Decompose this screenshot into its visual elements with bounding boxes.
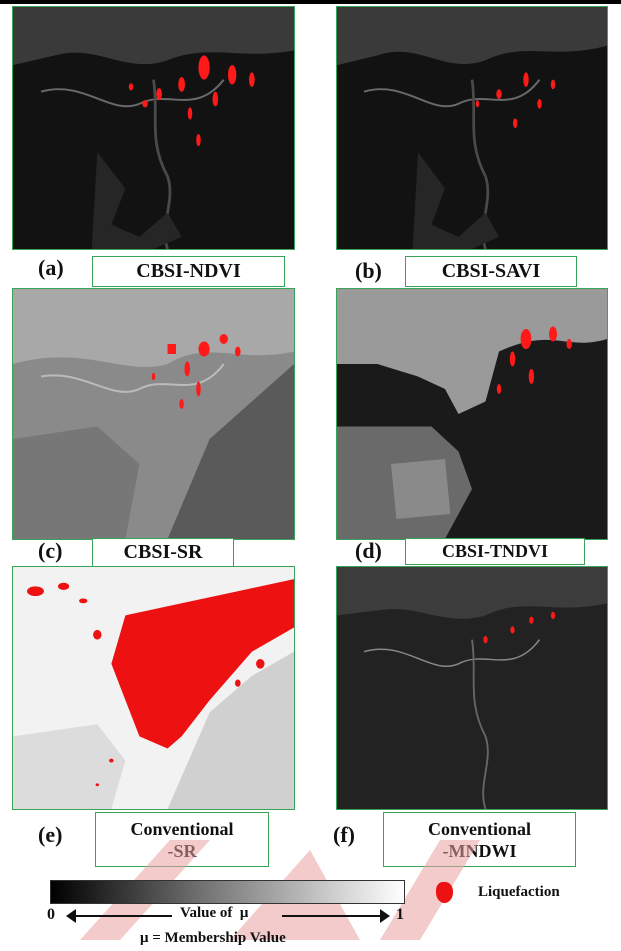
map-panel-f <box>336 566 608 810</box>
caption-e-line1: Conventional <box>130 818 234 839</box>
map-panel-d <box>336 288 608 540</box>
map-panel-a <box>12 6 295 250</box>
panel-letter-f: (f) <box>333 822 355 847</box>
satellite-image-d <box>337 289 607 539</box>
caption-f-line2: -MNDWI <box>442 840 517 861</box>
arrow-right-line <box>282 915 382 917</box>
panel-letter-d: (d) <box>355 538 382 563</box>
caption-a: CBSI-NDVI <box>92 256 285 287</box>
satellite-image-e <box>13 567 294 809</box>
membership-gradient-bar <box>50 880 405 904</box>
satellite-image-a <box>13 7 294 249</box>
top-border <box>0 0 621 4</box>
map-panel-b <box>336 6 608 250</box>
caption-d: CBSI-TNDVI <box>405 538 585 565</box>
panel-letter-e: (e) <box>38 822 63 847</box>
arrow-left-icon <box>66 909 76 923</box>
map-panel-c <box>12 288 295 540</box>
panel-letter-b: (b) <box>355 258 382 283</box>
panel-letter-a: (a) <box>38 255 64 280</box>
caption-e-line2: -SR <box>167 840 197 861</box>
caption-e: Conventional -SR <box>95 812 269 867</box>
legend-axis-label: Value of μ <box>180 905 249 921</box>
satellite-image-b <box>337 7 607 249</box>
panel-letter-c: (c) <box>38 538 63 563</box>
legend-min: 0 <box>47 906 55 923</box>
map-panel-e <box>12 566 295 810</box>
caption-c: CBSI-SR <box>92 538 234 567</box>
caption-f: Conventional -MNDWI <box>383 812 576 867</box>
satellite-image-c <box>13 289 294 539</box>
arrow-left-line <box>72 915 172 917</box>
liquefaction-label: Liquefaction <box>478 884 560 900</box>
legend-definition: μ = Membership Value <box>140 930 286 946</box>
caption-b: CBSI-SAVI <box>405 256 577 287</box>
arrow-right-icon <box>380 909 390 923</box>
caption-f-line1: Conventional <box>427 818 532 839</box>
satellite-image-f <box>337 567 607 809</box>
legend-max: 1 <box>396 906 404 923</box>
liquefaction-swatch-icon <box>436 882 453 903</box>
